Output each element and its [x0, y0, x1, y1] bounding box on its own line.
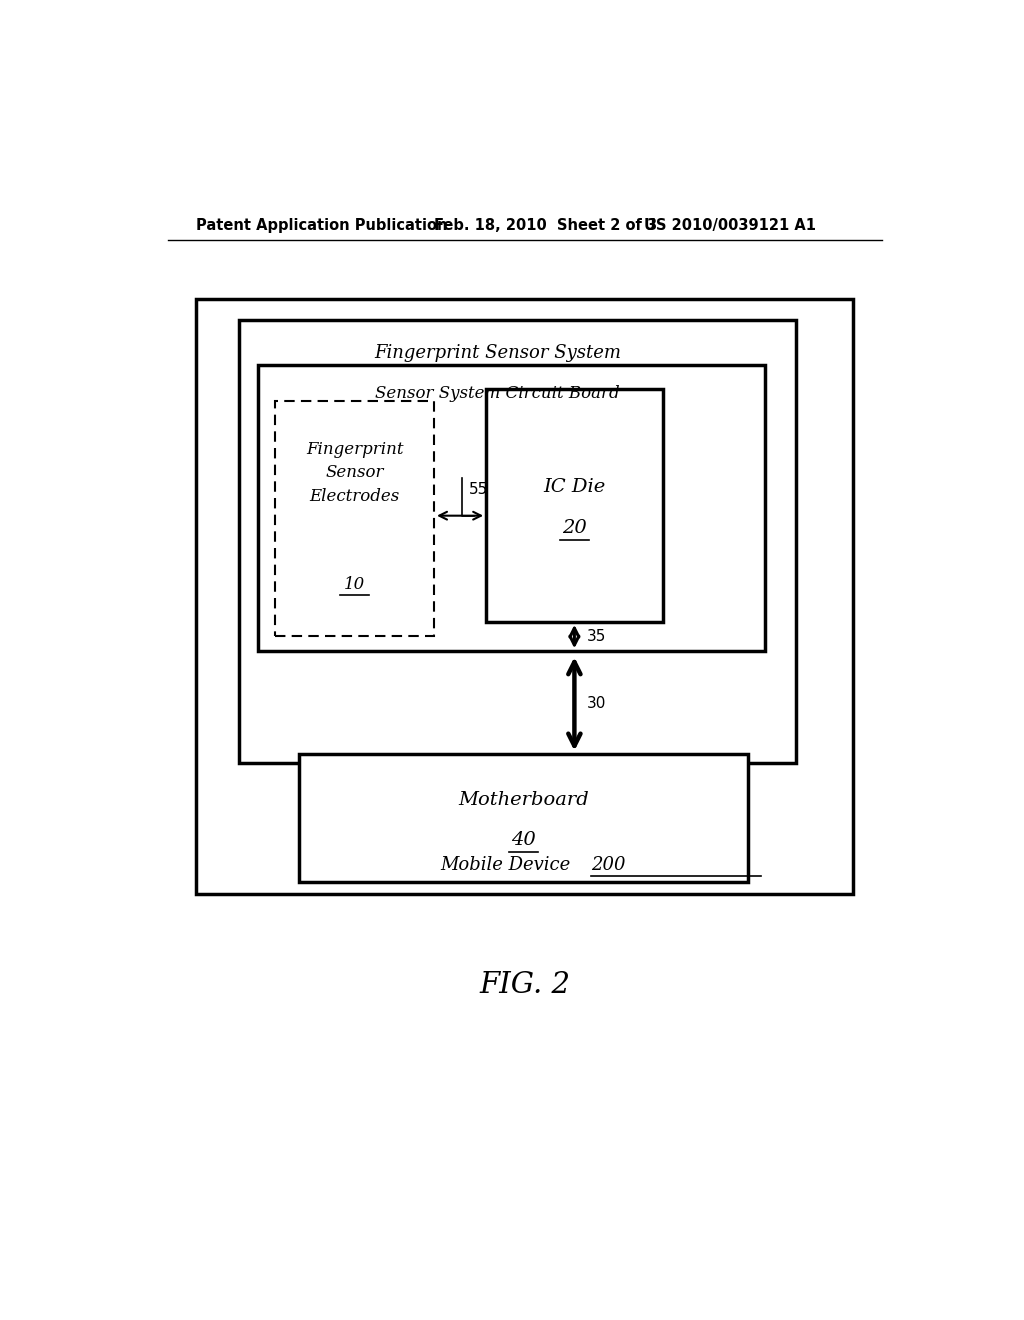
- Text: Mobile Device: Mobile Device: [440, 857, 570, 874]
- Text: Sensor System Circuit Board: Sensor System Circuit Board: [375, 384, 620, 401]
- Text: 30: 30: [587, 697, 606, 711]
- Bar: [486, 389, 663, 622]
- Bar: [239, 321, 796, 763]
- Bar: [258, 364, 765, 651]
- Text: US 2010/0039121 A1: US 2010/0039121 A1: [644, 218, 816, 232]
- Text: 40: 40: [511, 832, 536, 849]
- Text: 200: 200: [591, 857, 626, 874]
- Text: 20: 20: [562, 519, 587, 537]
- Text: FIG. 2: FIG. 2: [479, 970, 570, 999]
- Bar: [197, 300, 853, 894]
- Text: Patent Application Publication: Patent Application Publication: [197, 218, 447, 232]
- Text: 55: 55: [469, 482, 488, 498]
- Text: Feb. 18, 2010  Sheet 2 of 3: Feb. 18, 2010 Sheet 2 of 3: [433, 218, 656, 232]
- Text: 35: 35: [587, 630, 606, 644]
- Text: Fingerprint
Sensor
Electrodes: Fingerprint Sensor Electrodes: [306, 441, 403, 504]
- Bar: [299, 754, 748, 882]
- Text: 10: 10: [344, 576, 366, 593]
- Text: IC Die: IC Die: [544, 478, 605, 496]
- Text: Motherboard: Motherboard: [458, 791, 589, 809]
- Text: Fingerprint Sensor System: Fingerprint Sensor System: [374, 343, 622, 362]
- Bar: [275, 401, 434, 636]
